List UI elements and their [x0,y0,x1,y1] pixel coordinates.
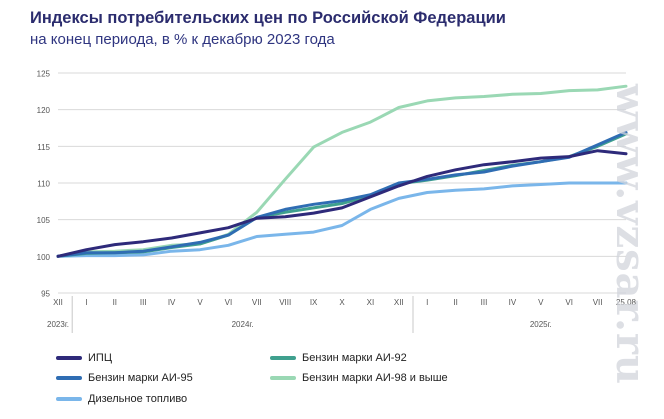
series-line-5 [56,181,628,258]
legend-swatch-ai95 [56,376,82,380]
legend-swatch-cpi [56,356,82,360]
y-tick-label: 110 [37,180,50,189]
legend-swatch-ai92 [270,356,296,360]
legend-item-ai92: Бензин марки АИ-92 [270,352,407,364]
x-tick-label: XII [53,298,63,307]
y-tick-label: 105 [37,216,51,225]
y-tick-label: 95 [41,290,50,299]
legend-label-cpi: ИПЦ [88,352,112,364]
x-tick-label: V [197,298,203,307]
x-tick-label: VI [225,298,233,307]
legend-item-cpi: ИПЦ [56,352,112,364]
chart-subtitle: на конец периода, в % к декабрю 2023 год… [30,31,335,48]
year-label: 2025г. [530,320,552,329]
legend-item-ai98: Бензин марки АИ-98 и выше [270,372,448,384]
series-line-1 [56,149,628,258]
legend-swatch-ai98 [270,376,296,380]
y-tick-label: 120 [37,106,51,115]
x-tick-label: VIII [279,298,291,307]
y-tick-label: 100 [37,253,51,262]
x-tick-label: IV [509,298,517,307]
chart-legend: ИПЦ Бензин марки АИ-92 Бензин марки АИ-9… [56,346,616,412]
legend-label-ai98: Бензин марки АИ-98 и выше [302,372,448,384]
x-tick-label: II [113,298,117,307]
x-tick-label: VII [593,298,603,307]
legend-label-diesel: Дизельное топливо [88,393,188,405]
series-line-4 [56,84,628,258]
y-tick-label: 125 [37,70,51,79]
chart-title: Индексы потребительских цен по Российско… [30,9,506,27]
x-tick-label: X [339,298,345,307]
x-tick-label: VII [252,298,262,307]
legend-swatch-diesel [56,397,82,401]
x-tick-label: I [426,298,428,307]
series-line-2 [56,132,628,258]
year-label: 2023г. [47,320,69,329]
watermark: www.vzsar.ru [607,84,654,386]
x-tick-label: IV [168,298,176,307]
year-label: 2024г. [232,320,254,329]
x-tick-label: V [538,298,544,307]
x-tick-label: 25.08 [616,298,637,307]
x-tick-label: IX [310,298,318,307]
x-tick-label: XI [367,298,375,307]
x-tick-label: I [85,298,87,307]
legend-item-ai95: Бензин марки АИ-95 [56,372,193,384]
series-line-3 [56,130,628,258]
y-tick-label: 115 [37,143,50,152]
x-tick-label: III [140,298,147,307]
x-tick-label: XII [394,298,404,307]
x-tick-label: III [481,298,488,307]
legend-item-diesel: Дизельное топливо [56,393,187,405]
legend-label-ai92: Бензин марки АИ-92 [302,352,407,364]
x-tick-label: II [453,298,457,307]
x-tick-label: VI [565,298,573,307]
legend-label-ai95: Бензин марки АИ-95 [88,372,193,384]
